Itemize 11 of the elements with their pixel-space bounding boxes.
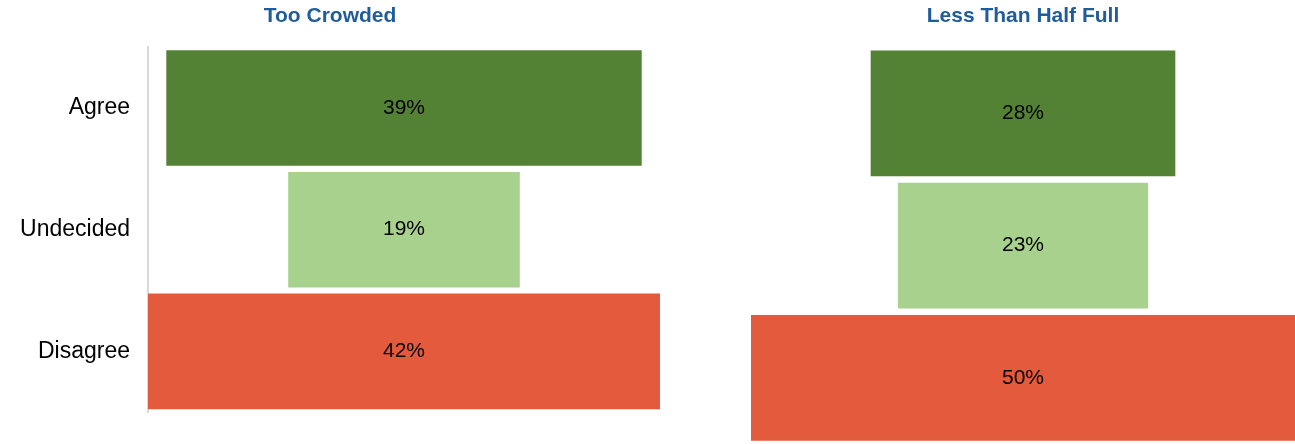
data-label: 50% (1001, 364, 1045, 388)
category-label: Undecided (20, 215, 130, 242)
text: Less Than Half Full (926, 3, 1120, 27)
data-label: 42% (382, 338, 426, 362)
category-label: Disagree (37, 336, 130, 363)
text: Too Crowded (263, 3, 397, 27)
category-label: Agree (68, 93, 130, 120)
data-label: 23% (1001, 232, 1045, 256)
data-label: 19% (382, 216, 426, 240)
data-label: 39% (382, 94, 426, 118)
data-label: 28% (1001, 100, 1045, 124)
